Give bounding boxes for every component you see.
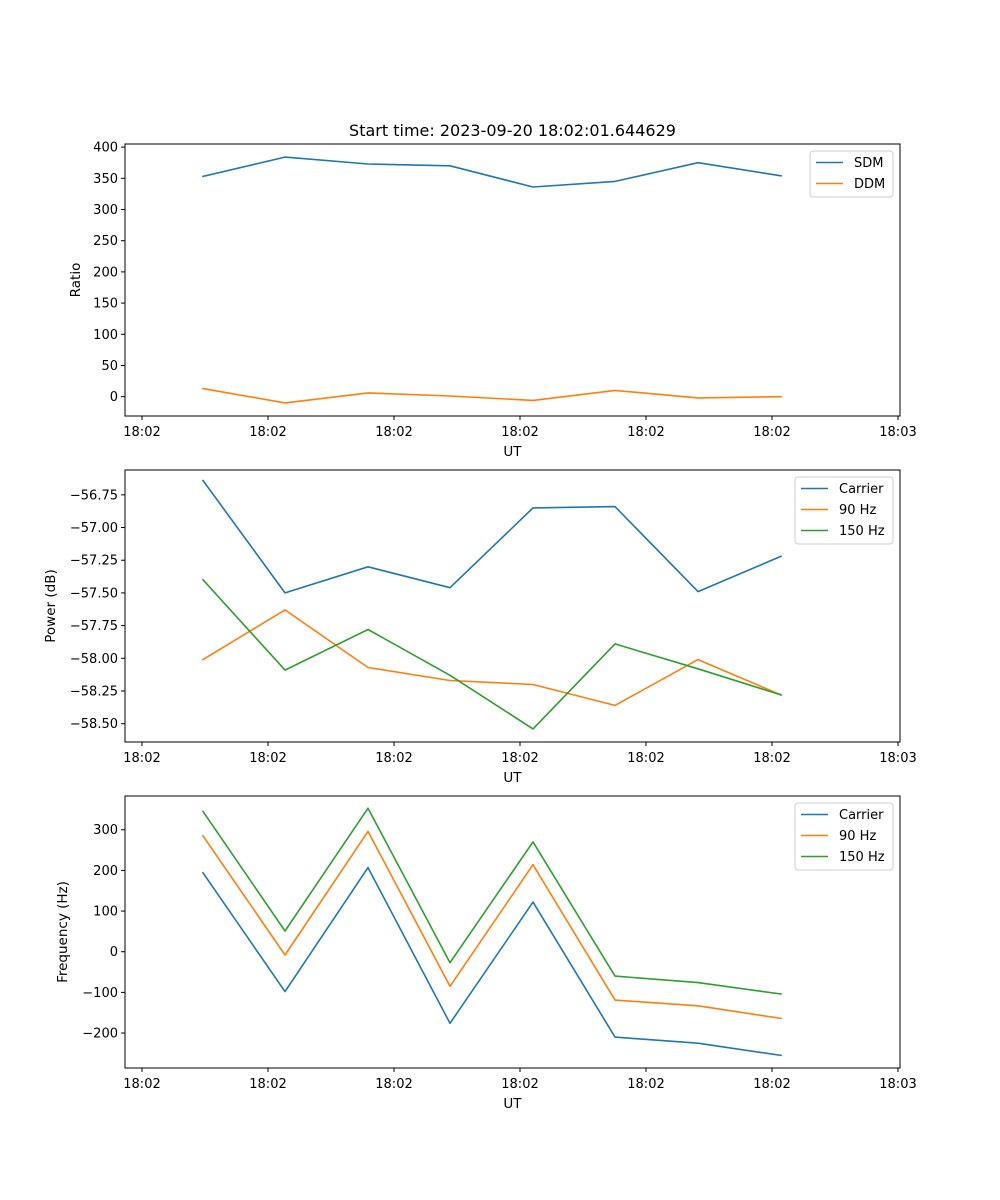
- y-tick-label: −57.50: [70, 586, 118, 601]
- y-tick-label: 300: [93, 823, 118, 838]
- legend-label: 150 Hz: [839, 524, 885, 539]
- legend: Carrier 90 Hz 150 Hz: [794, 802, 894, 871]
- x-tick-label: 18:02: [501, 1077, 538, 1092]
- x-tick-label: 18:02: [501, 425, 538, 440]
- series-lines: [201, 479, 783, 730]
- x-tick-label: 18:02: [375, 1077, 412, 1092]
- x-tick-label: 18:02: [753, 425, 790, 440]
- legend-label: DDM: [854, 177, 885, 192]
- y-tick-label: 0: [110, 390, 118, 405]
- legend-label: 90 Hz: [839, 829, 876, 844]
- series-line-ddm: [202, 387, 782, 404]
- axis-ticks: −56.75 −57.00 −57.25 −57.50 −57.75 −58.00 −58.…: [70, 488, 917, 766]
- legend-box: [794, 802, 894, 871]
- x-axis-label: UT: [503, 444, 522, 460]
- legend-box: [794, 476, 894, 545]
- legend-label: SDM: [854, 156, 883, 171]
- y-tick-label: 150: [93, 297, 118, 312]
- series-line-carrier: [201, 866, 782, 1057]
- frequency-panel: 300 200 100 0 −100 −200 18:02 18:02 18:02 18:02 18…: [55, 795, 917, 1112]
- x-tick-label: 18:02: [249, 751, 286, 766]
- x-tick-label: 18:02: [249, 1077, 286, 1092]
- y-tick-label: −57.00: [70, 521, 118, 536]
- series-line-90-hz: [201, 830, 782, 1020]
- y-tick-label: 100: [93, 328, 118, 343]
- y-tick-label: 50: [101, 359, 118, 374]
- y-tick-label: 300: [93, 203, 118, 218]
- y-tick-label: 350: [93, 172, 118, 187]
- y-tick-label: −200: [82, 1027, 118, 1042]
- y-tick-label: −57.25: [70, 554, 118, 569]
- x-tick-label: 18:02: [753, 1077, 790, 1092]
- y-tick-label: −58.50: [70, 717, 118, 732]
- x-tick-label: 18:02: [375, 425, 412, 440]
- y-axis-label: Power (dB): [43, 569, 59, 642]
- y-tick-label: 250: [93, 234, 118, 249]
- x-tick-label: 18:02: [627, 1077, 664, 1092]
- y-tick-label: −58.00: [70, 652, 118, 667]
- series-line-150-hz: [201, 578, 783, 730]
- y-tick-label: −57.75: [70, 619, 118, 634]
- x-tick-label: 18:02: [123, 1077, 160, 1092]
- y-tick-label: −100: [82, 986, 118, 1001]
- chart-title: Start time: 2023-09-20 18:02:01.644629: [349, 121, 676, 140]
- legend: SDM DDM: [809, 150, 894, 198]
- y-tick-label: 400: [93, 141, 118, 156]
- series-line-sdm: [202, 156, 782, 188]
- axis-ticks: 0 50 100 150 200 250 300 350 400 18:02 18:02 18:02 1…: [93, 141, 917, 440]
- y-tick-label: −58.25: [70, 685, 118, 700]
- x-tick-label: 18:03: [879, 1077, 916, 1092]
- x-axis-label: UT: [503, 1096, 522, 1112]
- x-tick-label: 18:02: [123, 425, 160, 440]
- x-tick-label: 18:02: [123, 751, 160, 766]
- power-panel: −56.75 −57.00 −57.25 −57.50 −57.75 −58.00 −58.…: [43, 469, 917, 786]
- x-tick-label: 18:02: [627, 425, 664, 440]
- x-tick-label: 18:02: [627, 751, 664, 766]
- legend-label: 90 Hz: [839, 503, 876, 518]
- legend: Carrier 90 Hz 150 Hz: [794, 476, 894, 545]
- legend-label: Carrier: [839, 808, 884, 823]
- legend-label: Carrier: [839, 482, 884, 497]
- series-lines: [202, 156, 782, 404]
- x-tick-label: 18:02: [753, 751, 790, 766]
- x-tick-label: 18:03: [879, 751, 916, 766]
- x-tick-label: 18:02: [249, 425, 286, 440]
- x-tick-label: 18:02: [375, 751, 412, 766]
- y-tick-label: 100: [93, 905, 118, 920]
- y-tick-label: −56.75: [70, 488, 118, 503]
- y-tick-label: 200: [93, 864, 118, 879]
- x-axis-label: UT: [503, 770, 522, 786]
- series-lines: [201, 807, 782, 1057]
- plot-area: [124, 795, 901, 1069]
- legend-label: 150 Hz: [839, 850, 885, 865]
- y-tick-label: 0: [110, 945, 118, 960]
- series-line-150-hz: [201, 807, 782, 995]
- series-line-carrier: [201, 479, 783, 594]
- plot-area: [124, 469, 901, 743]
- x-tick-label: 18:03: [879, 425, 916, 440]
- axis-ticks: 300 200 100 0 −100 −200 18:02 18:02 18:02 18:02 18…: [82, 823, 916, 1092]
- y-axis-label: Frequency (Hz): [55, 881, 71, 983]
- y-tick-label: 200: [93, 265, 118, 280]
- ratio-panel: Start time: 2023-09-20 18:02:01.644629 0…: [68, 121, 917, 460]
- series-line-90-hz: [201, 609, 783, 707]
- plot-area: [124, 143, 901, 417]
- y-axis-label: Ratio: [68, 263, 84, 298]
- x-tick-label: 18:02: [501, 751, 538, 766]
